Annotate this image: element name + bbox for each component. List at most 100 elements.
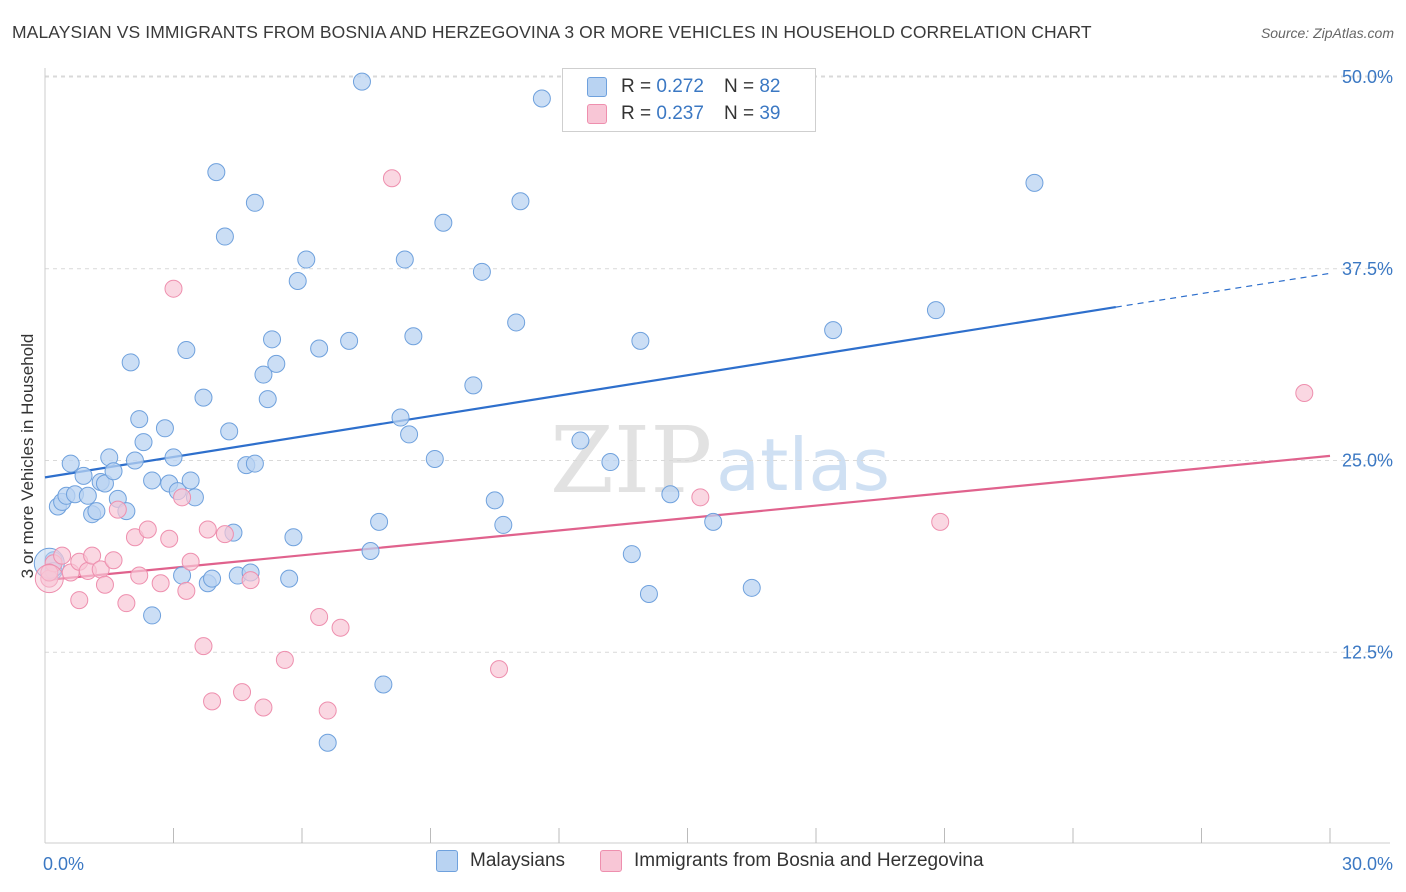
legend-row-bosnia: R = 0.237 N = 39 xyxy=(587,102,780,126)
malaysians-point xyxy=(340,331,359,350)
malaysians-point xyxy=(220,422,239,441)
bosnia-point xyxy=(177,581,196,600)
bosnia-points xyxy=(34,169,1314,720)
malaysians-point xyxy=(155,419,174,438)
malaysians-point xyxy=(824,321,843,340)
malaysians-point xyxy=(472,262,491,281)
malaysians-point xyxy=(215,227,234,246)
malaysians-point xyxy=(207,163,226,182)
malaysians-point xyxy=(1025,173,1044,192)
bosnia-point xyxy=(203,692,222,711)
malaysians-point xyxy=(631,331,650,350)
bosnia-point xyxy=(138,520,157,539)
malaysians-point xyxy=(370,512,389,531)
malaysians-point xyxy=(601,453,620,472)
malaysians-point xyxy=(434,213,453,232)
x-tick-label-max: 30.0% xyxy=(1342,854,1393,874)
malaysians-point xyxy=(95,474,114,493)
malaysians-point xyxy=(74,466,93,485)
series-legend-malaysians: Malaysians xyxy=(436,850,565,872)
correlation-legend: R = 0.272 N = 82 R = 0.237 N = 39 xyxy=(562,68,816,132)
malaysians-point xyxy=(164,448,183,467)
bosnia-point xyxy=(151,574,170,593)
malaysians-point xyxy=(104,462,123,481)
malaysians-point xyxy=(284,528,303,547)
malaysians-point xyxy=(297,250,316,269)
malaysians-point xyxy=(926,301,945,320)
malaysians-point xyxy=(61,454,80,473)
y-tick-label: 37.5% xyxy=(1342,259,1393,279)
malaysians-point xyxy=(134,433,153,452)
malaysians-point xyxy=(704,512,723,531)
malaysians-point xyxy=(203,569,222,588)
bosnia-point xyxy=(53,546,72,565)
malaysians-point xyxy=(425,449,444,468)
bosnia-point xyxy=(198,520,217,539)
malaysians-point xyxy=(245,193,264,212)
malaysians-point xyxy=(507,313,526,332)
x-tick-label-min: 0.0% xyxy=(43,854,84,874)
malaysians-point xyxy=(391,408,410,427)
series-legend-label: Malaysians xyxy=(470,850,566,871)
bosnia-point xyxy=(931,512,950,531)
series-legend-label: Immigrants from Bosnia and Herzegovina xyxy=(634,850,984,871)
legend-swatch-pink xyxy=(587,104,607,124)
bosnia-point xyxy=(117,594,136,613)
bosnia-point xyxy=(241,571,260,590)
malaysians-point xyxy=(374,675,393,694)
chart-title: MALAYSIAN VS IMMIGRANTS FROM BOSNIA AND … xyxy=(12,22,1092,42)
malaysians-point xyxy=(181,471,200,490)
legend-r-value: 0.272 xyxy=(656,76,704,97)
bosnia-point xyxy=(95,575,114,594)
bosnia-point xyxy=(318,701,337,720)
bosnia-point xyxy=(1295,384,1314,403)
bosnia-point xyxy=(104,551,123,570)
bosnia-point xyxy=(83,546,102,565)
malaysians-trend-extension xyxy=(1115,272,1331,308)
malaysians-point xyxy=(194,388,213,407)
malaysians-point xyxy=(400,425,419,444)
watermark-atlas: atlas xyxy=(716,423,890,507)
bosnia-point xyxy=(691,488,710,507)
malaysians-point xyxy=(532,89,551,108)
malaysians-points xyxy=(33,72,1044,752)
legend-n-label: N = xyxy=(723,103,755,124)
malaysians-point xyxy=(254,365,273,384)
bosnia-point xyxy=(130,566,149,585)
malaysians-point xyxy=(352,72,371,91)
legend-r-value: 0.237 xyxy=(656,103,704,124)
bosnia-point xyxy=(160,529,179,548)
bosnia-point xyxy=(108,500,127,519)
source-label: Source: ZipAtlas.com xyxy=(1260,25,1394,41)
y-tick-label: 12.5% xyxy=(1342,642,1393,662)
y-tick-label: 25.0% xyxy=(1342,451,1393,471)
y-tick-label: 50.0% xyxy=(1342,67,1393,87)
bosnia-point xyxy=(254,698,273,717)
y-axis-label: 3 or more Vehicles in Household xyxy=(18,334,37,579)
malaysians-point xyxy=(639,584,658,603)
malaysians-point xyxy=(143,606,162,625)
bosnia-point xyxy=(310,607,329,626)
malaysians-point xyxy=(742,578,761,597)
malaysians-point xyxy=(318,733,337,752)
series-legend-bosnia: Immigrants from Bosnia and Herzegovina xyxy=(600,850,984,872)
bosnia-point xyxy=(233,683,252,702)
malaysians-point xyxy=(177,341,196,360)
legend-swatch-blue xyxy=(587,77,607,97)
axes xyxy=(44,68,1390,844)
series-legend: Malaysians Immigrants from Bosnia and He… xyxy=(0,850,1406,878)
malaysians-point xyxy=(143,471,162,490)
legend-row-malaysians: R = 0.272 N = 82 xyxy=(587,75,780,99)
malaysians-point xyxy=(464,376,483,395)
series-swatch-blue xyxy=(436,850,458,872)
legend-n-value: 82 xyxy=(759,76,781,97)
bosnia-point xyxy=(164,279,183,298)
malaysians-point xyxy=(280,569,299,588)
bosnia-point xyxy=(490,660,509,679)
bosnia-point xyxy=(215,525,234,544)
bosnia-point xyxy=(331,618,350,637)
malaysians-point xyxy=(571,431,590,450)
bosnia-point xyxy=(173,488,192,507)
malaysians-point xyxy=(78,486,97,505)
